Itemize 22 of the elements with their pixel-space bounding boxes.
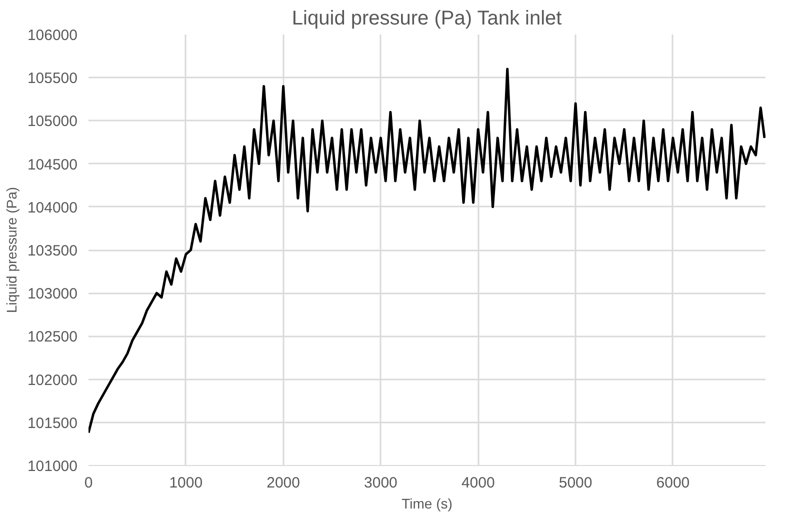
x-tick-label: 6000 (656, 474, 690, 492)
y-tick-label: 103000 (27, 286, 78, 303)
y-tick-label: 104500 (27, 156, 78, 174)
x-tick-label: 4000 (461, 474, 495, 492)
y-tick-label: 103500 (27, 242, 78, 260)
y-tick-label: 101000 (27, 458, 78, 475)
y-tick-label: 105500 (27, 70, 78, 88)
x-tick-label: 5000 (558, 474, 592, 492)
y-tick-label: 102500 (27, 328, 78, 346)
x-tick-label: 2000 (266, 474, 300, 492)
x-tick-label: 3000 (364, 474, 398, 492)
y-tick-label: 106000 (27, 27, 78, 44)
x-tick-label: 1000 (169, 474, 203, 492)
y-tick-label: 102000 (27, 372, 78, 389)
y-tick-label: 105000 (27, 113, 78, 130)
chart-title: Liquid pressure (Pa) Tank inlet (292, 8, 562, 30)
x-axis-title: Time (s) (402, 496, 452, 512)
y-tick-label: 104000 (27, 199, 78, 216)
x-tick-label: 0 (84, 474, 93, 492)
y-tick-label: 101500 (27, 414, 78, 432)
y-axis-title: Liquid pressure (Pa) (3, 186, 20, 314)
line-series (88, 68, 766, 434)
